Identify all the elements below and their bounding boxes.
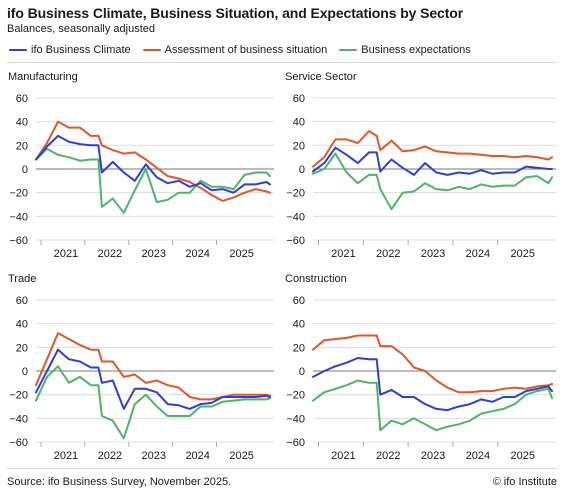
manufacturing-y-tick-label: 0: [22, 164, 28, 176]
manufacturing-series-ifo-business-climate: [35, 134, 271, 194]
credit-text: ifo Institute: [503, 476, 557, 488]
legend-label-situation: Assessment of business situation: [164, 44, 328, 56]
service-sector-series-assessment-of-business-situation: [312, 130, 553, 168]
manufacturing-x-tick-label: 2022: [98, 248, 122, 260]
construction-panel-title: Construction: [285, 273, 347, 285]
construction-series-assessment-of-business-situation: [312, 334, 553, 394]
construction-x-tick-label: 2023: [421, 450, 445, 462]
credit: © ifo Institute: [493, 476, 557, 488]
trade-y-tick-label: 40: [16, 319, 28, 331]
service-sector-y-tick-label: −40: [286, 211, 305, 223]
manufacturing-y-tick-label: −60: [9, 235, 28, 247]
chart-title: ifo Business Climate, Business Situation…: [7, 5, 464, 21]
manufacturing-y-tick-label: 60: [16, 93, 28, 105]
trade-x-tick-label: 2021: [54, 450, 78, 462]
construction-y-tick-label: −60: [286, 437, 305, 449]
legend-swatch-situation: [142, 48, 161, 52]
legend-swatch-climate: [9, 48, 27, 52]
construction-y-tick-label: −40: [286, 413, 305, 425]
manufacturing-x-tick-label: 2023: [142, 248, 166, 260]
trade-x-tick-label: 2024: [185, 450, 209, 462]
trade-y-tick-label: −20: [9, 390, 28, 402]
footer-divider: [7, 468, 557, 469]
construction-x-tick-label: 2025: [511, 450, 535, 462]
trade-y-tick-label: −40: [9, 413, 28, 425]
chart-subtitle: Balances, seasonally adjusted: [7, 23, 155, 35]
service-sector-x-tick-label: 2025: [511, 248, 535, 260]
service-sector-x-tick-label: 2023: [421, 248, 445, 260]
construction-x-tick-label: 2022: [376, 450, 400, 462]
service-sector-x-tick-label: 2024: [466, 248, 490, 260]
manufacturing-x-tick-label: 2021: [54, 248, 78, 260]
service-sector-y-tick-label: 60: [293, 93, 305, 105]
trade-x-tick-label: 2025: [229, 450, 253, 462]
trade-x-tick-label: 2022: [98, 450, 122, 462]
trade-x-tick-label: 2023: [142, 450, 166, 462]
trade-y-tick-label: −60: [9, 437, 28, 449]
service-sector-series-business-expectations: [312, 152, 553, 211]
construction-y-tick-label: 0: [299, 366, 305, 378]
service-sector-x-tick-label: 2022: [376, 248, 400, 260]
trade-series-business-expectations: [35, 365, 271, 440]
panel-service-sector: Service Sector 60 40 20 0 −20 −40 −60 2021 2022 20…: [285, 71, 556, 260]
construction-y-tick-label: 60: [293, 295, 305, 307]
manufacturing-x-tick-label: 2025: [229, 248, 253, 260]
service-sector-series-ifo-business-climate: [312, 146, 553, 176]
trade-series-ifo-business-climate: [35, 348, 271, 410]
header-divider: [7, 62, 557, 63]
construction-series-business-expectations: [312, 379, 553, 432]
panel-trade: Trade 60 40 20 0 −20 −40 −60 2021 2022 2023 2024 202…: [8, 273, 274, 462]
manufacturing-y-tick-label: −20: [9, 188, 28, 200]
trade-y-tick-label: 20: [16, 342, 28, 354]
copyright-icon: ©: [492, 476, 501, 488]
service-sector-y-tick-label: 40: [293, 117, 305, 129]
service-sector-x-tick-label: 2021: [331, 248, 355, 260]
panel-manufacturing: Manufacturing 60 40 20 0 −20 −40 −60 2021 2022 202…: [8, 71, 274, 260]
manufacturing-series-business-expectations: [35, 147, 271, 214]
legend-item-climate: ifo Business Climate: [9, 44, 131, 56]
construction-y-tick-label: 40: [293, 319, 305, 331]
service-sector-y-tick-label: 20: [293, 140, 305, 152]
legend-label-expectations: Business expectations: [361, 44, 471, 56]
legend-swatch-expectations: [339, 48, 358, 52]
legend-item-expectations: Business expectations: [339, 44, 471, 56]
trade-series-assessment-of-business-situation: [35, 332, 271, 401]
manufacturing-x-tick-label: 2024: [185, 248, 209, 260]
manufacturing-y-tick-label: −40: [9, 211, 28, 223]
service-sector-y-tick-label: −60: [286, 235, 305, 247]
construction-y-tick-label: 20: [293, 342, 305, 354]
manufacturing-panel-title: Manufacturing: [8, 71, 78, 83]
service-sector-y-tick-label: 0: [299, 164, 305, 176]
trade-y-tick-label: 60: [16, 295, 28, 307]
legend-item-situation: Assessment of business situation: [142, 44, 328, 56]
legend-label-climate: ifo Business Climate: [31, 44, 131, 56]
construction-x-tick-label: 2024: [466, 450, 490, 462]
legend: ifo Business Climate Assessment of busin…: [9, 43, 483, 57]
service-sector-y-tick-label: −20: [286, 188, 305, 200]
manufacturing-y-tick-label: 40: [16, 117, 28, 129]
service-sector-panel-title: Service Sector: [285, 71, 357, 83]
trade-panel-title: Trade: [8, 273, 36, 285]
construction-y-tick-label: −20: [286, 390, 305, 402]
trade-y-tick-label: 0: [22, 366, 28, 378]
manufacturing-series-assessment-of-business-situation: [35, 120, 271, 202]
manufacturing-y-tick-label: 20: [16, 140, 28, 152]
panel-construction: Construction 60 40 20 0 −20 −40 −60 2021 2022 2023…: [285, 273, 556, 462]
construction-series-ifo-business-climate: [312, 357, 553, 412]
construction-x-tick-label: 2021: [331, 450, 355, 462]
source-note: Source: ifo Business Survey, November 20…: [7, 476, 232, 488]
